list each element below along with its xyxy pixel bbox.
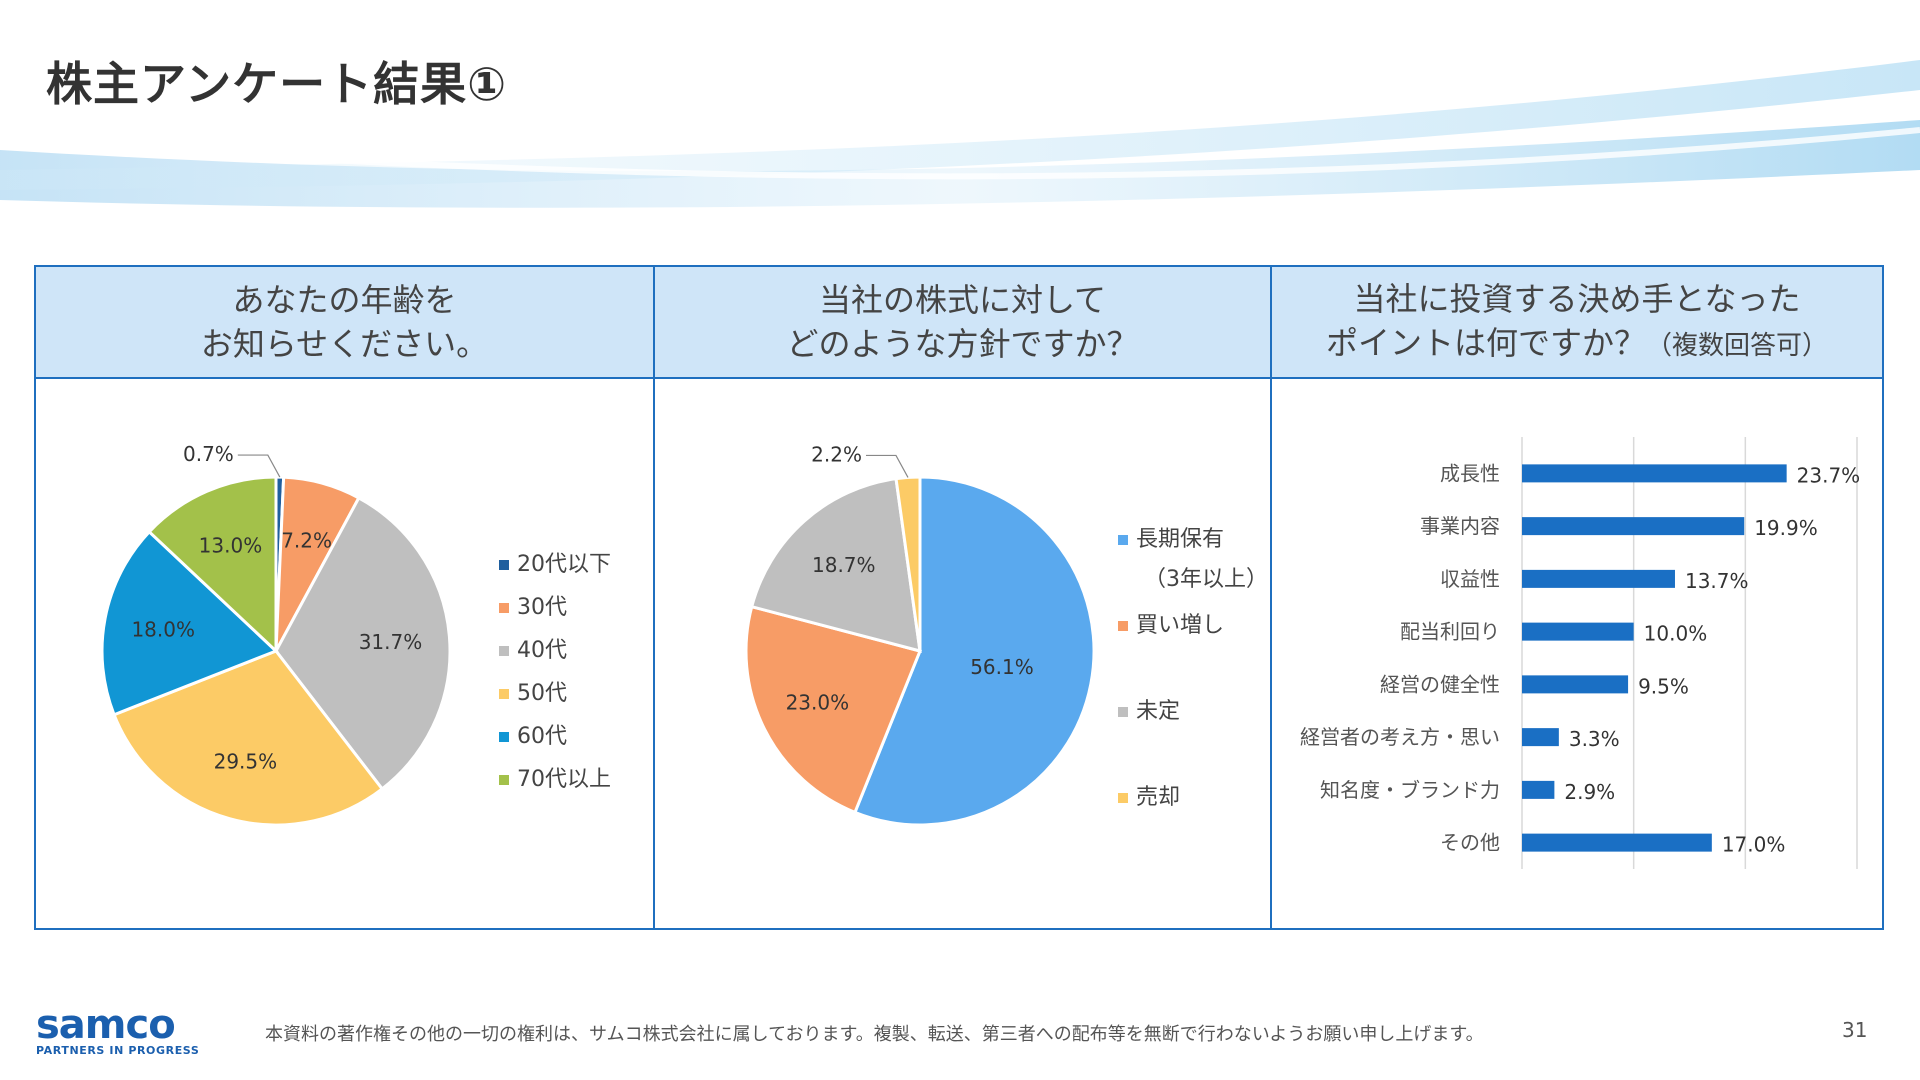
bar bbox=[1522, 833, 1712, 852]
legend-label: 50代 bbox=[517, 681, 567, 706]
heading-line: どのような方針ですか？ bbox=[786, 325, 1139, 363]
legend-label: 未定 bbox=[1136, 699, 1180, 724]
category-label: 配当利回り bbox=[1400, 620, 1500, 644]
legend-swatch bbox=[499, 775, 509, 785]
data-label: 23.0% bbox=[786, 690, 850, 714]
pie-slice bbox=[274, 495, 452, 791]
data-label: 18.0% bbox=[131, 617, 195, 641]
heading-line: 当社の株式に対して bbox=[818, 281, 1107, 319]
legend-label: 買い増し bbox=[1136, 613, 1224, 638]
category-label: 経営者の考え方・思い bbox=[1300, 725, 1500, 749]
legend-label: 70代以上 bbox=[517, 767, 611, 792]
header-swoosh-decoration bbox=[0, 60, 1920, 208]
legend-label: 長期保有 bbox=[1136, 527, 1224, 552]
data-label: 10.0% bbox=[1644, 622, 1708, 646]
samco-logo: samco PARTNERS IN PROGRESS bbox=[36, 1002, 200, 1057]
data-label: 9.5% bbox=[1638, 674, 1689, 698]
legend-swatch bbox=[499, 603, 509, 613]
category-label: 知名度・ブランド力 bbox=[1320, 778, 1500, 802]
heading-line: あなたの年齢を bbox=[232, 281, 457, 319]
heading-line: ポイントは何ですか？（複数回答可） bbox=[1326, 321, 1828, 368]
legend-swatch bbox=[1118, 535, 1128, 545]
pie-slice bbox=[100, 529, 279, 717]
leader-line bbox=[865, 454, 909, 478]
legend-swatch bbox=[1118, 707, 1128, 717]
data-label: 0.7% bbox=[183, 442, 234, 466]
bar bbox=[1522, 464, 1787, 483]
page-number: 31 bbox=[1842, 1018, 1868, 1042]
data-label: 23.7% bbox=[1797, 463, 1861, 487]
data-label: 13.7% bbox=[1685, 569, 1749, 593]
pie-slice bbox=[112, 649, 385, 827]
legend-swatch bbox=[499, 560, 509, 570]
data-label: 56.1% bbox=[970, 655, 1034, 679]
pie-slice bbox=[744, 604, 923, 815]
pie-slice bbox=[749, 476, 922, 654]
legend-swatch bbox=[499, 646, 509, 656]
bar bbox=[1522, 517, 1745, 536]
bar bbox=[1522, 569, 1675, 588]
age-chart-cell: 0.7% 7.2% 31.7% 29.5% 18.0% 13.0% 20代以下 30代 40代 5… bbox=[36, 379, 653, 928]
bar bbox=[1522, 728, 1559, 747]
page-title: 株主アンケート結果① bbox=[46, 57, 508, 111]
legend-label: 売却 bbox=[1136, 785, 1180, 810]
data-label: 7.2% bbox=[281, 528, 332, 552]
panel-heading-age: あなたの年齢を お知らせください。 bbox=[36, 267, 653, 379]
heading-note: （複数回答可） bbox=[1646, 330, 1829, 361]
bar bbox=[1522, 780, 1555, 799]
leader-line bbox=[237, 454, 281, 478]
bar bbox=[1522, 622, 1634, 641]
policy-chart-cell: 56.1% 23.0% 18.7% 2.2% 長期保有 （3年以上） 買い増し未定売却 bbox=[653, 379, 1270, 928]
legend-label: 20代以下 bbox=[517, 552, 611, 577]
heading-text: ポイントは何ですか？ bbox=[1325, 323, 1646, 362]
legend-label: 60代 bbox=[517, 724, 567, 749]
age-pie-chart: 0.7% 7.2% 31.7% 29.5% 18.0% 13.0% 20代以下 30代 40代 5… bbox=[100, 442, 611, 827]
pie-slice bbox=[147, 475, 278, 655]
data-label: 13.0% bbox=[199, 534, 263, 558]
data-label: 2.9% bbox=[1564, 780, 1615, 804]
category-label: 成長性 bbox=[1440, 461, 1500, 485]
data-label: 17.0% bbox=[1722, 833, 1786, 857]
data-label: 19.9% bbox=[1754, 516, 1818, 540]
pie-slice bbox=[852, 475, 1096, 827]
logo-wordmark: samco bbox=[36, 1002, 176, 1048]
copyright-notice: 本資料の著作権その他の一切の権利は、サムコ株式会社に属しております。複製、転送、… bbox=[265, 1024, 1484, 1045]
data-label: 29.5% bbox=[214, 750, 278, 774]
panel-heading-policy: 当社の株式に対して どのような方針ですか？ bbox=[653, 267, 1270, 379]
legend-label: （3年以上） bbox=[1144, 567, 1268, 592]
reasons-bar-chart: 成長性 23.7% 事業内容 19.9% 収益性 13.7% 配当利回り 10.0% 経営の健全… bbox=[1300, 437, 1861, 869]
legend-swatch bbox=[1118, 621, 1128, 631]
data-label: 2.2% bbox=[811, 442, 862, 466]
legend-label: 30代 bbox=[517, 595, 567, 620]
reasons-chart-cell: 成長性 23.7% 事業内容 19.9% 収益性 13.7% 配当利回り 10.0% 経営の健全… bbox=[1270, 379, 1882, 928]
data-label: 31.7% bbox=[359, 630, 423, 654]
data-label: 3.3% bbox=[1569, 727, 1620, 751]
bar bbox=[1522, 675, 1629, 694]
heading-line: お知らせください。 bbox=[200, 325, 489, 363]
panel-heading-reasons: 当社に投資する決め手となった ポイントは何ですか？（複数回答可） bbox=[1270, 267, 1882, 379]
legend-label: 40代 bbox=[517, 638, 567, 663]
heading-line: 当社に投資する決め手となった bbox=[1353, 279, 1801, 318]
category-label: 収益性 bbox=[1440, 567, 1500, 591]
data-label: 18.7% bbox=[812, 553, 876, 577]
legend-swatch bbox=[1118, 793, 1128, 803]
survey-table: あなたの年齢を お知らせください。 当社の株式に対して どのような方針ですか？ … bbox=[34, 265, 1884, 930]
category-label: 事業内容 bbox=[1420, 514, 1500, 538]
category-label: その他 bbox=[1440, 831, 1500, 855]
logo-tagline: PARTNERS IN PROGRESS bbox=[36, 1044, 200, 1057]
legend-swatch bbox=[499, 689, 509, 699]
category-label: 経営の健全性 bbox=[1380, 672, 1500, 696]
legend-swatch bbox=[499, 732, 509, 742]
